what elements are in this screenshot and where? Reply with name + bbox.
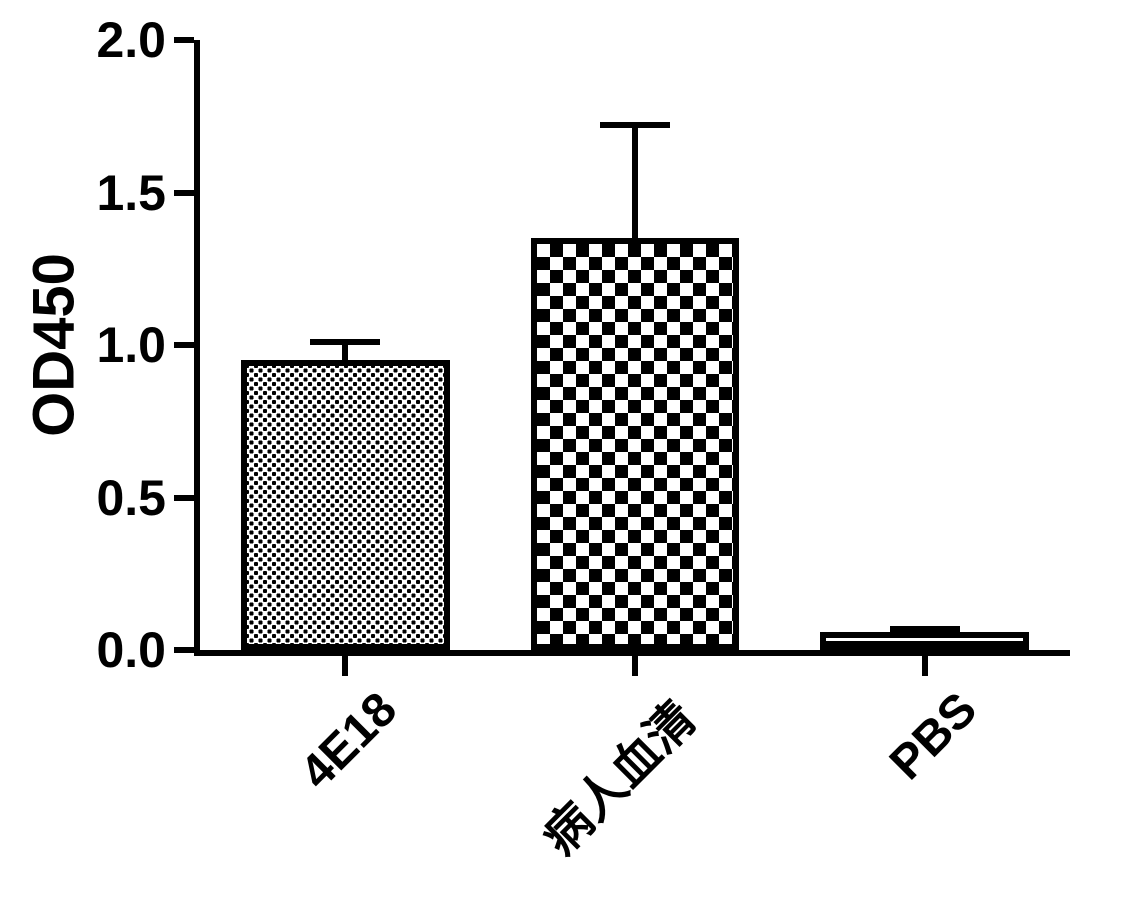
y-tick-label: 0.0 xyxy=(96,621,166,679)
x-tick xyxy=(342,656,348,676)
bar-chart: OD450 0.00.51.01.52.04E18病人血清PBS xyxy=(0,0,1134,864)
error-bar-cap xyxy=(310,339,380,345)
y-tick xyxy=(174,37,194,43)
plot-area xyxy=(200,40,1070,650)
y-tick xyxy=(174,342,194,348)
y-tick-label: 2.0 xyxy=(96,11,166,69)
error-bar xyxy=(632,125,638,238)
y-tick-label: 1.5 xyxy=(96,164,166,222)
y-tick xyxy=(174,495,194,501)
bar xyxy=(241,360,450,650)
x-tick-label: 4E18 xyxy=(185,682,408,905)
y-tick xyxy=(174,190,194,196)
x-tick-label: PBS xyxy=(765,682,988,905)
y-axis-title: OD450 xyxy=(21,253,88,437)
y-tick-label: 1.0 xyxy=(96,316,166,374)
x-tick xyxy=(632,656,638,676)
error-bar-cap xyxy=(890,626,960,632)
bar xyxy=(820,632,1029,650)
bar xyxy=(531,238,740,650)
x-tick xyxy=(922,656,928,676)
y-tick xyxy=(174,647,194,653)
y-tick-label: 0.5 xyxy=(96,469,166,527)
y-axis-line xyxy=(194,40,200,650)
error-bar-cap xyxy=(600,122,670,128)
x-tick-label: 病人血清 xyxy=(475,682,708,915)
